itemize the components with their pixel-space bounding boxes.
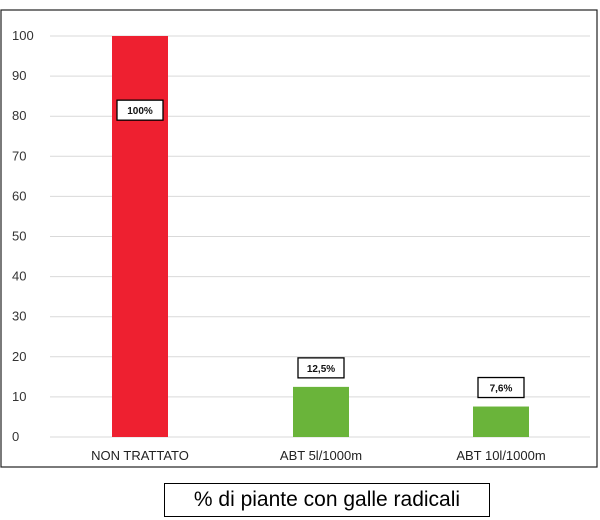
data-labels: 100% 12,5% 7,6% (116, 99, 525, 399)
data-label: 7,6% (490, 384, 513, 395)
chart-caption: % di piante con galle radicali (164, 483, 490, 517)
y-tick-label: 0 (12, 429, 19, 444)
y-tick-label: 20 (12, 349, 26, 364)
bar (112, 36, 168, 437)
y-tick-label: 80 (12, 108, 26, 123)
category-labels: NON TRATTATO ABT 5l/1000m ABT 10l/1000m (91, 448, 546, 463)
data-label: 12,5% (307, 364, 335, 375)
y-tick-label: 40 (12, 269, 26, 284)
y-tick-label: 10 (12, 389, 26, 404)
bar-chart: 0 10 20 30 40 50 60 70 80 90 100 100% 12,5% 7,6% NON… (0, 9, 598, 468)
y-tick-label: 90 (12, 68, 26, 83)
bar (293, 386, 349, 437)
category-label: NON TRATTATO (91, 448, 189, 463)
y-tick-label: 100 (12, 28, 34, 43)
y-tick-label: 50 (12, 229, 26, 244)
data-label-box (297, 357, 345, 379)
category-label: ABT 10l/1000m (456, 448, 545, 463)
chart-caption-text: % di piante con galle radicali (193, 488, 461, 511)
y-tick-label: 60 (12, 188, 26, 203)
data-label-box (477, 376, 525, 399)
bar (473, 406, 529, 437)
data-label: 100% (127, 106, 153, 117)
y-tick-label: 70 (12, 148, 26, 163)
y-axis-ticks: 0 10 20 30 40 50 60 70 80 90 100 (12, 28, 34, 444)
y-tick-label: 30 (12, 309, 26, 324)
data-label-box (116, 99, 164, 121)
category-label: ABT 5l/1000m (280, 448, 362, 463)
